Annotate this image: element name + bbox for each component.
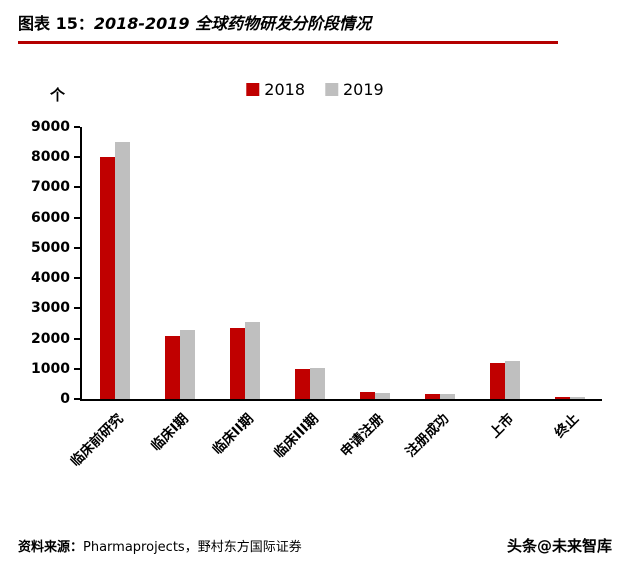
bar-2019 (309, 368, 325, 399)
legend-label-2018: 2018 (264, 80, 305, 99)
figure-title-text: 2018-2019 全球药物研发分阶段情况 (93, 14, 372, 33)
x-axis-category-label: 临床前研究 (67, 410, 127, 470)
y-axis-tick-label: 5000 (31, 239, 70, 256)
bar-2018 (294, 369, 310, 399)
source-label: 资料来源： (18, 540, 84, 555)
bar-2018 (164, 336, 180, 399)
y-axis-tick (74, 307, 80, 310)
figure-title-prefix: 图表 15： (18, 14, 94, 33)
y-axis-tick (74, 398, 80, 400)
source-text: Pharmaprojects，野村东方国际证券 (83, 540, 302, 555)
x-axis-category-label: 临床II期 (209, 410, 257, 458)
source-note: 资料来源：Pharmaprojects，野村东方国际证券 (18, 536, 302, 555)
y-axis-tick-label: 2000 (31, 330, 70, 347)
bar-2019 (439, 394, 455, 399)
bar-2019 (504, 361, 520, 399)
y-axis-tick (74, 186, 80, 189)
x-axis-category-label: 注册成功 (402, 410, 452, 461)
y-axis-tick (74, 277, 80, 280)
y-axis-tick-label: 1000 (31, 360, 70, 377)
y-axis-tick-label: 8000 (31, 149, 70, 166)
watermark: 头条@未来智库 (506, 537, 612, 555)
figure-title: 图表 15：2018-2019 全球药物研发分阶段情况 (18, 12, 558, 36)
y-axis-tick (74, 156, 80, 159)
bar-2018 (424, 394, 440, 399)
x-axis-category-label: 临床I期 (148, 410, 192, 455)
y-axis-tick (74, 367, 80, 370)
bar-2019 (569, 397, 585, 399)
bar-2018 (359, 392, 375, 399)
bar-2019 (374, 393, 390, 399)
bar-2018 (229, 328, 245, 399)
chart-legend: 2018 2019 (246, 80, 384, 99)
x-axis-category-label: 临床III期 (271, 410, 322, 462)
y-axis-tick-label: 0 (60, 391, 70, 407)
legend-item-2018: 2018 (246, 80, 305, 99)
bar-2019 (244, 322, 260, 399)
legend-swatch-2019 (325, 83, 338, 96)
y-axis-unit-label: 个 (50, 86, 66, 104)
legend-swatch-2018 (246, 83, 260, 96)
plot-area (80, 127, 602, 401)
page-footer: 资料来源：Pharmaprojects，野村东方国际证券 头条@未来智库 (0, 535, 630, 556)
bar-2018 (554, 397, 570, 399)
y-axis-tick-label: 4000 (31, 270, 70, 287)
legend-label-2019: 2019 (343, 80, 384, 99)
bar-2018 (99, 157, 115, 399)
y-axis-tick-label: 3000 (31, 300, 70, 317)
y-axis-tick (74, 126, 80, 128)
y-axis-tick-label: 9000 (31, 119, 70, 135)
figure-title-block: 图表 15：2018-2019 全球药物研发分阶段情况 (18, 12, 558, 44)
x-axis-category-label: 申请注册 (337, 410, 387, 461)
bar-2019 (114, 142, 130, 399)
y-axis-tick-label: 6000 (31, 209, 70, 226)
y-axis-tick (74, 216, 80, 219)
x-axis-category-label: 上市 (486, 410, 517, 442)
x-axis-category-label: 终止 (551, 410, 582, 442)
bar-2019 (179, 330, 195, 399)
y-axis-tick (74, 337, 80, 340)
legend-item-2019: 2019 (325, 80, 384, 99)
bar-chart: 2018 2019 个 0 1000 2000 3000 4000 5000 6000 7000… (0, 44, 630, 499)
bar-2018 (489, 363, 505, 399)
y-axis-tick (74, 246, 80, 249)
y-axis-tick-label: 7000 (31, 179, 70, 196)
